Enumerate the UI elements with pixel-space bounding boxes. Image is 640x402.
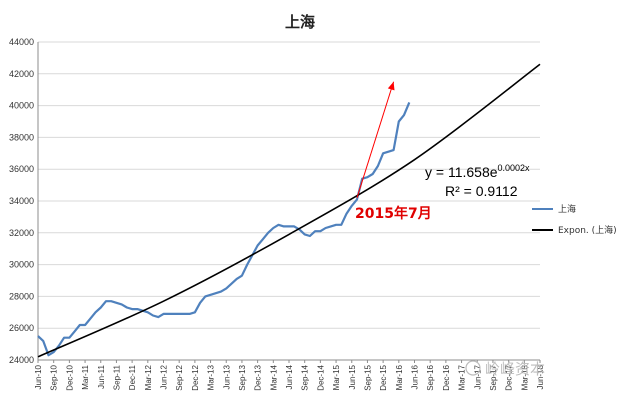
x-tick-label: Sep-10 <box>50 364 59 390</box>
x-tick-label: Jun-11 <box>97 364 106 388</box>
x-tick-label: Dec-16 <box>442 364 451 390</box>
x-tick-label: Sep-12 <box>175 364 184 390</box>
y-tick-label: 42000 <box>9 69 34 79</box>
x-tick-label: Jun-13 <box>222 364 231 389</box>
y-tick-label: 32000 <box>9 228 34 238</box>
legend-label-shanghai: 上海 <box>558 203 576 215</box>
gridlines <box>38 41 540 361</box>
x-tick-label: Sep-13 <box>238 364 247 390</box>
x-tick-label: Dec-12 <box>191 364 200 390</box>
x-tick-label: Jun-10 <box>34 364 43 389</box>
x-tick-label: Dec-10 <box>65 364 74 390</box>
x-tick-label: Mar-12 <box>144 364 153 390</box>
r-squared-label: R² = 0.9112 <box>445 183 518 199</box>
y-tick-label: 40000 <box>9 101 34 111</box>
y-tick-label: 26000 <box>9 323 34 333</box>
x-tick-label: Jun-12 <box>160 364 169 389</box>
equation-exponent: 0.0002x <box>498 163 531 173</box>
x-tick-label: Jun-15 <box>348 364 357 389</box>
annotations <box>356 81 395 198</box>
y-tick-label: 24000 <box>9 355 34 365</box>
watermark-logo-icon <box>465 360 481 376</box>
trendline-equation: y = 11.658e0.0002x <box>425 163 530 180</box>
x-tick-label: Mar-14 <box>269 364 278 390</box>
y-tick-label: 36000 <box>9 164 34 174</box>
annotation-arrow-shaft <box>356 81 395 198</box>
x-tick-label: Sep-15 <box>363 364 372 390</box>
x-tick-labels: Jun-10 Sep-10 Dec-10 Mar-11 Jun-11 Sep-11 Dec-… <box>34 364 545 390</box>
y-tick-label: 28000 <box>9 291 34 301</box>
x-tick-label: Mar-18 <box>520 364 529 390</box>
annotation-arrow-head <box>387 81 395 91</box>
x-tick-label: Jun-17 <box>473 364 482 389</box>
legend-label-expon: Expon. (上海) <box>558 224 617 236</box>
x-tick-label: Mar-11 <box>81 364 90 389</box>
chart-title: 上海 <box>285 13 315 31</box>
legend: 上海 Expon. (上海) <box>532 203 617 236</box>
x-tick-label: Sep-14 <box>301 364 310 390</box>
x-tick-label: Mar-13 <box>207 364 216 390</box>
x-tick-label: Jun-14 <box>285 364 294 389</box>
series-line-expon-trend <box>37 63 541 358</box>
x-tick-label: Dec-11 <box>128 364 137 390</box>
x-tick-label: Dec-14 <box>316 364 325 390</box>
x-tick-label: Mar-15 <box>332 364 341 390</box>
x-tick-label: Dec-13 <box>254 364 263 390</box>
y-tick-label: 44000 <box>9 37 34 47</box>
x-tick-label: Sep-17 <box>489 364 498 390</box>
x-tick-label: Mar-17 <box>458 364 467 390</box>
series <box>37 63 541 358</box>
axes <box>37 42 541 363</box>
series-line-shanghai <box>37 101 411 357</box>
y-tick-label: 34000 <box>9 196 34 206</box>
x-tick-label: Jun-16 <box>411 364 420 389</box>
watermark-text: 岭峰资本 <box>485 360 545 378</box>
x-tick-label: Dec-15 <box>379 364 388 390</box>
x-tick-label: Sep-11 <box>112 364 121 390</box>
watermark: 岭峰资本 <box>465 360 545 378</box>
x-tick-label: Dec-17 <box>505 364 514 390</box>
y-tick-label: 30000 <box>9 260 34 270</box>
annotation-arrow-label: 2015年7月 <box>355 205 432 222</box>
x-tick-label: Sep-16 <box>426 364 435 390</box>
x-tick-label: Jun-18 <box>536 364 545 389</box>
x-tick-label: Mar-16 <box>395 364 404 390</box>
y-tick-label: 38000 <box>9 132 34 142</box>
y-tick-labels: 24000 26000 28000 30000 32000 34000 36000 38000… <box>9 37 34 365</box>
equation-base: y = 11.658e <box>425 164 498 180</box>
